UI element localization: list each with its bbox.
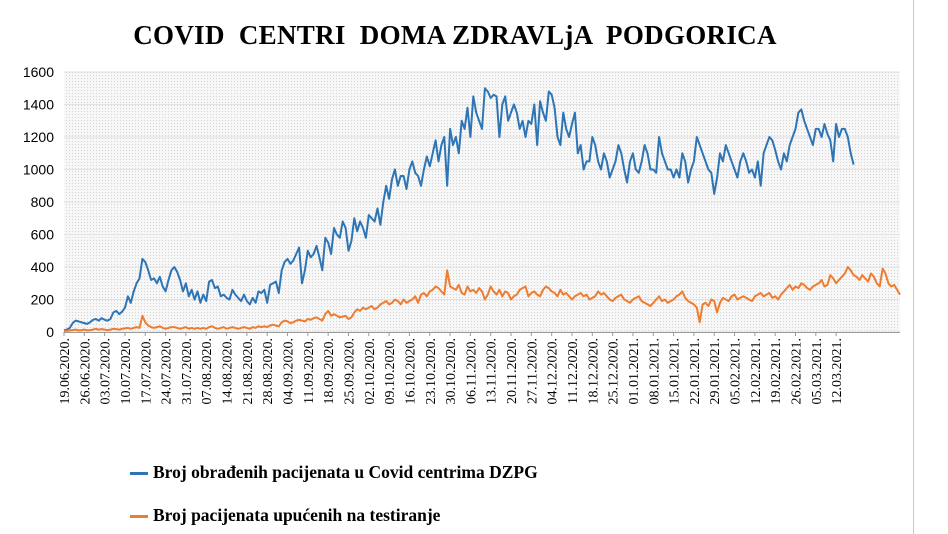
x-tick-label: 19.02.2021. [769,338,784,405]
chart-border [913,0,914,534]
y-tick-label: 1400 [23,97,54,113]
legend-swatch-tested [130,515,148,518]
y-tick-label: 0 [46,324,54,340]
y-tick-label: 600 [31,227,55,243]
legend-swatch-processed [130,472,148,475]
x-tick-label: 16.10.2020. [403,338,418,405]
x-tick-label: 08.01.2021. [647,338,662,405]
y-tick-label: 1000 [23,162,54,178]
x-tick-label: 31.07.2020. [180,338,195,405]
x-tick-label: 05.03.2021. [810,338,825,405]
gridlines [64,71,900,333]
y-axis-ticks: 0 200 400 600 800 1000 1200 1400 1600 [23,64,54,340]
x-tick-label: 03.07.2020. [99,338,114,405]
x-tick-label: 02.10.2020. [363,338,378,405]
x-tick-label: 21.08.2020. [241,338,256,405]
y-tick-label: 200 [31,292,55,308]
x-tick-label: 06.11.2020. [464,338,479,404]
x-tick-label: 18.12.2020. [586,338,601,405]
series-line-tested [63,266,901,333]
x-tick-label: 20.11.2020. [505,338,520,404]
y-tick-label: 800 [31,194,55,210]
x-tick-label: 13.11.2020. [485,338,500,404]
x-tick-label: 04.09.2020. [282,338,297,405]
x-tick-label: 25.09.2020. [343,338,358,405]
x-tick-label: 07.08.2020. [200,338,215,405]
x-tick-label: 04.12.2020. [546,338,561,405]
x-tick-label: 30.10.2020. [444,338,459,405]
y-tick-label: 1200 [23,129,54,145]
x-tick-label: 24.07.2020. [160,338,175,405]
y-tick-label: 400 [31,259,55,275]
x-tick-label: 12.02.2021. [749,338,764,405]
x-tick-label: 18.09.2020. [322,338,337,405]
x-tick-label: 29.01.2021. [708,338,723,405]
chart-title: COVID CENTRI DOMA ZDRAVLjA PODGORICA [133,20,777,50]
legend-label-tested: Broj pacijenata upućenih na testiranje [153,505,441,525]
x-tick-label: 11.12.2020. [566,338,581,404]
x-tick-label: 25.12.2020. [607,338,622,405]
x-tick-label: 17.07.2020. [139,338,154,405]
x-tick-label: 10.07.2020. [119,338,134,405]
x-tick-label: 23.10.2020. [424,338,439,405]
x-tick-label: 01.01.2021. [627,338,642,405]
legend-label-processed: Broj obrađenih pacijenata u Covid centri… [153,462,538,482]
x-tick-label: 05.02.2021. [729,338,744,405]
x-tick-label: 14.08.2020. [221,338,236,405]
x-tick-label: 15.01.2021. [668,338,683,405]
x-tick-label: 22.01.2021. [688,338,703,405]
x-tick-label: 12.03.2021. [830,338,845,405]
x-tick-label: 09.10.2020. [383,338,398,405]
x-tick-label: 26.06.2020. [78,338,93,405]
x-tick-label: 28.08.2020. [261,338,276,405]
x-axis-ticks: 19.06.2020. 26.06.2020. 03.07.2020. 10.07.2… [58,332,845,405]
series-group [63,87,901,333]
y-tick-label: 1600 [23,64,54,80]
x-tick-label: 26.02.2021. [790,338,805,405]
x-tick-label: 11.09.2020. [302,338,317,404]
x-tick-label: 19.06.2020. [58,338,73,405]
series-line-processed [63,87,855,332]
x-tick-label: 27.11.2020. [525,338,540,404]
